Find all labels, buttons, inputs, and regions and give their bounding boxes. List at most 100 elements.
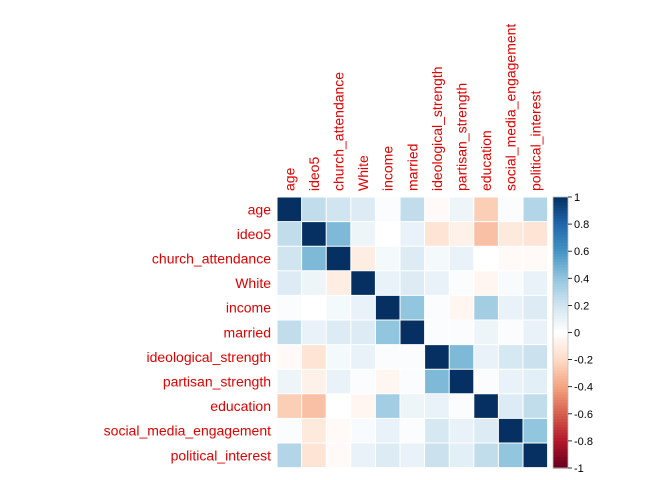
col-label-married: married [404,144,420,191]
row-label-education: education [210,398,271,414]
legend-swatch [553,202,568,206]
row-label-partisan_strength: partisan_strength [163,374,271,390]
cell-income-partisan_strength [449,295,474,320]
legend-swatch [553,370,568,374]
legend-swatch [553,207,568,212]
legend-swatch [553,313,568,317]
legend-swatch [553,286,568,290]
legend-swatch [553,400,568,404]
legend-swatch [553,419,568,423]
cell-age-political_interest [523,197,548,222]
cell-education-political_interest [523,393,548,419]
legend-swatch [553,348,568,353]
row-label-White: White [235,275,271,291]
legend-swatch [553,272,568,277]
legend-swatch [553,218,568,222]
legend-swatch [553,373,568,377]
legend-tick-label: 0.4 [574,273,589,285]
cell-church_attendance-partisan_strength [449,246,474,271]
legend-swatch [553,416,568,420]
cell-partisan_strength-church_attendance [326,369,351,394]
cell-married-partisan_strength [449,320,474,345]
legend-swatch [553,248,568,252]
legend-swatch [553,318,568,323]
cell-White-church_attendance [326,270,351,296]
legend-swatch [553,199,568,204]
cell-church_attendance-ideo5 [301,246,327,271]
legend-swatch [553,308,568,312]
legend-swatch [553,351,568,355]
col-label-church_attendance: church_attendance [331,72,347,191]
cell-White-partisan_strength [449,270,474,296]
cell-church_attendance-age [277,246,302,271]
cell-White-married [400,270,425,296]
legend-swatch [553,367,568,372]
cell-income-ideo5 [301,295,327,320]
legend-swatch [553,408,568,412]
cell-married-age [277,320,302,345]
legend-swatch [553,354,568,358]
legend-swatch [553,381,568,385]
legend-swatch [553,346,568,350]
cell-ideo5-partisan_strength [449,221,474,247]
cell-White-ideological_strength [424,270,450,296]
cell-social_media_engagement-age [277,418,302,443]
cell-married-political_interest [523,320,548,345]
cell-church_attendance-income [375,246,400,271]
cell-ideological_strength-church_attendance [326,344,351,370]
legend-swatch [553,253,568,258]
legend-swatch [553,340,568,344]
legend-swatch [553,297,568,301]
cell-church_attendance-ideological_strength [424,246,450,271]
cell-social_media_engagement-social_media_engagement [498,418,523,443]
legend-swatch [553,424,568,428]
cell-White-political_interest [523,270,548,296]
cell-ideo5-political_interest [523,221,548,247]
legend-swatch [553,259,568,263]
legend-swatch [553,392,568,396]
legend-swatch [553,405,568,409]
cell-White-income [375,270,400,296]
legend-swatch [553,462,568,466]
legend-swatch [553,430,568,434]
cell-education-church_attendance [326,393,351,419]
legend-swatch [553,275,568,279]
legend-tick-label: -0.4 [574,382,593,394]
legend-tick-label: 0.8 [574,219,589,231]
cell-ideo5-ideological_strength [424,221,450,247]
legend-swatch [553,264,568,269]
cell-social_media_engagement-education [473,418,499,443]
legend-swatch [553,299,568,304]
legend-swatch [553,213,568,217]
cell-education-social_media_engagement [498,393,523,419]
legend-swatch [553,459,568,464]
cell-married-church_attendance [326,320,351,345]
cell-ideological_strength-White [350,344,376,370]
legend-swatch [553,270,568,274]
cell-ideological_strength-education [473,344,499,370]
cell-ideological_strength-income [375,344,400,370]
cell-White-White [350,270,376,296]
legend-swatch [553,205,568,209]
cell-partisan_strength-social_media_engagement [498,369,523,394]
cell-political_interest-income [375,443,400,468]
legend-swatch [553,245,568,250]
legend-tick-label: 0.6 [574,246,589,258]
cell-education-education [473,393,499,419]
cell-education-married [400,393,425,419]
legend-swatch [553,262,568,266]
legend-swatch [553,281,568,285]
row-label-age: age [248,201,272,217]
cell-church_attendance-married [400,246,425,271]
cell-education-income [375,393,400,419]
cell-partisan_strength-ideo5 [301,369,327,394]
legend-swatch [553,432,568,437]
col-label-age: age [281,167,297,191]
cell-church_attendance-White [350,246,376,271]
legend-swatch [553,454,568,458]
legend-swatch [553,435,568,439]
col-label-partisan_strength: partisan_strength [454,83,470,191]
cell-education-partisan_strength [449,393,474,419]
legend-swatch [553,449,568,453]
legend-swatch [553,335,568,339]
